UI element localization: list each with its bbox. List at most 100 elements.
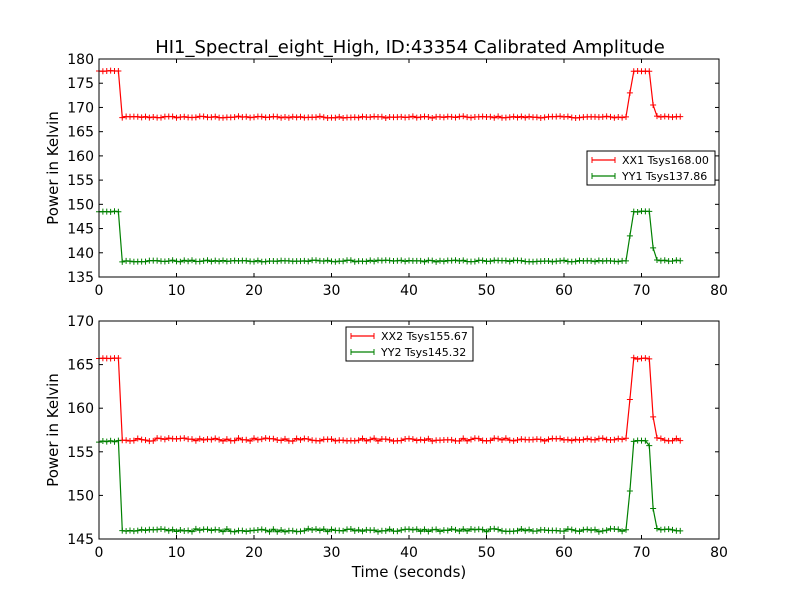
data-point bbox=[200, 257, 207, 264]
data-point bbox=[138, 114, 145, 121]
legend-marker bbox=[591, 157, 616, 163]
data-point bbox=[208, 114, 215, 121]
data-point bbox=[251, 258, 257, 265]
data-point bbox=[371, 527, 378, 534]
data-point bbox=[592, 436, 598, 443]
data-point bbox=[417, 436, 424, 443]
data-point bbox=[677, 527, 684, 534]
data-point bbox=[181, 435, 188, 442]
x-tick-label: 70 bbox=[633, 283, 651, 299]
x-axis-label: Time (seconds) bbox=[351, 563, 467, 581]
data-point bbox=[258, 436, 265, 443]
data-point bbox=[185, 527, 192, 534]
data-point bbox=[332, 114, 339, 121]
data-point bbox=[541, 437, 548, 444]
data-point bbox=[150, 437, 157, 444]
data-point bbox=[495, 526, 502, 533]
data-point bbox=[409, 526, 416, 533]
data-point bbox=[297, 528, 304, 535]
legend-label: YY2 Tsys145.32 bbox=[380, 346, 466, 359]
data-point bbox=[154, 257, 161, 264]
data-point bbox=[243, 436, 250, 443]
data-point bbox=[452, 257, 459, 264]
data-point bbox=[413, 114, 420, 121]
data-point bbox=[320, 526, 327, 533]
data-point bbox=[429, 257, 436, 264]
data-point bbox=[161, 436, 168, 443]
data-point bbox=[510, 113, 517, 120]
bottom-panel: 0 10 20 30 40 50 60 70 80 145 150 155 160 165 170 Power… bbox=[44, 314, 728, 581]
data-point bbox=[270, 526, 277, 533]
data-point bbox=[220, 257, 226, 264]
data-point bbox=[406, 114, 412, 121]
data-point bbox=[557, 435, 564, 442]
data-point bbox=[398, 437, 405, 444]
data-point bbox=[460, 257, 467, 264]
data-point bbox=[626, 488, 633, 495]
series-xx1 bbox=[96, 67, 684, 121]
data-point bbox=[615, 435, 622, 442]
data-point bbox=[398, 527, 405, 534]
data-point bbox=[274, 258, 281, 265]
data-point bbox=[297, 436, 304, 443]
legend-box bbox=[586, 150, 716, 186]
data-point bbox=[363, 258, 370, 265]
data-point bbox=[243, 113, 250, 120]
data-point bbox=[378, 113, 385, 120]
data-point bbox=[464, 437, 471, 444]
x-tick-label: 50 bbox=[478, 545, 496, 561]
x-tick-label: 30 bbox=[323, 283, 341, 299]
data-point bbox=[533, 527, 540, 534]
y-tick-label: 135 bbox=[67, 270, 94, 286]
data-point bbox=[251, 114, 257, 121]
data-point bbox=[243, 257, 250, 264]
data-point bbox=[487, 437, 494, 444]
data-point bbox=[526, 113, 533, 120]
x-tick-label: 0 bbox=[95, 545, 104, 561]
data-point bbox=[130, 528, 137, 535]
data-point bbox=[437, 528, 443, 535]
data-point bbox=[626, 89, 633, 96]
data-point bbox=[510, 437, 517, 444]
data-point bbox=[611, 114, 618, 121]
data-point bbox=[123, 437, 130, 444]
data-point bbox=[154, 435, 161, 442]
y-tick-label: 165 bbox=[67, 358, 94, 374]
data-point bbox=[541, 527, 548, 534]
data-point bbox=[409, 113, 416, 120]
data-point bbox=[607, 113, 614, 120]
x-tick-label: 10 bbox=[168, 545, 186, 561]
data-point bbox=[510, 528, 517, 535]
data-point bbox=[561, 528, 567, 535]
data-point bbox=[491, 525, 498, 532]
data-point bbox=[654, 257, 660, 264]
data-point bbox=[254, 436, 261, 443]
data-point bbox=[429, 438, 436, 445]
data-point bbox=[192, 114, 199, 121]
data-point bbox=[448, 436, 455, 443]
data-point bbox=[177, 527, 184, 534]
data-point bbox=[413, 437, 420, 444]
data-point bbox=[619, 114, 626, 121]
data-point bbox=[564, 113, 571, 120]
legend-label: YY1 Tsys137.86 bbox=[621, 170, 707, 183]
data-point bbox=[320, 114, 327, 121]
data-point bbox=[440, 114, 447, 121]
data-point bbox=[417, 528, 424, 535]
data-point bbox=[220, 437, 226, 444]
data-point bbox=[177, 258, 184, 265]
data-point bbox=[347, 526, 354, 533]
data-point bbox=[479, 526, 486, 533]
data-point bbox=[413, 526, 420, 533]
data-point bbox=[359, 528, 366, 535]
data-point bbox=[123, 528, 130, 535]
data-point bbox=[134, 435, 141, 442]
data-point bbox=[355, 526, 362, 533]
y-tick-label: 145 bbox=[67, 532, 94, 548]
data-point bbox=[460, 435, 467, 442]
data-point bbox=[367, 114, 374, 121]
data-point bbox=[165, 527, 172, 534]
data-point bbox=[654, 434, 660, 441]
legend-marker bbox=[350, 349, 375, 355]
data-point bbox=[425, 528, 432, 535]
